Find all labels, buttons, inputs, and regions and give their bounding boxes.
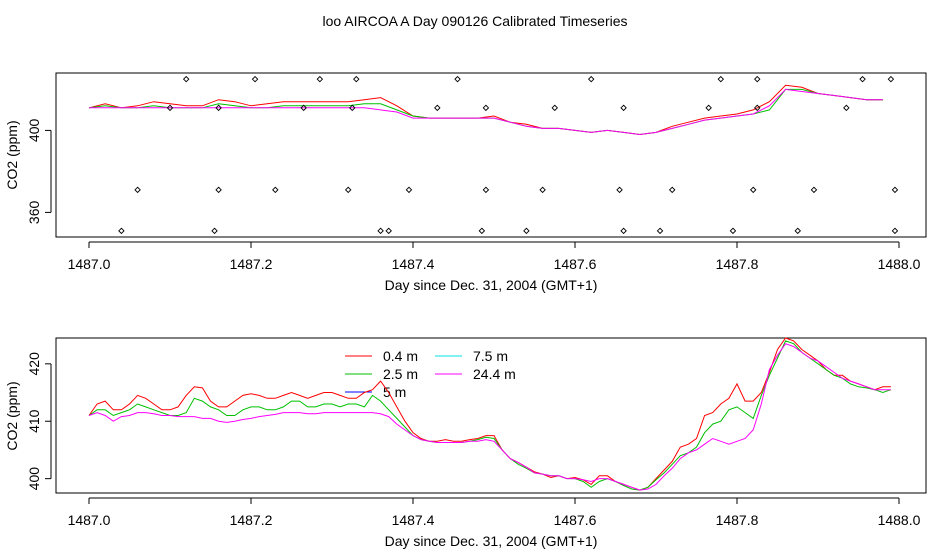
legend-label: 0.4 m: [383, 348, 418, 364]
bottom-panel: Day since Dec. 31, 2004 (GMT+1) CO2 (ppm…: [4, 337, 927, 549]
bottom-x-tick-label: 1487.2: [230, 512, 273, 528]
top-point-marker: [551, 104, 558, 112]
top-point-marker: [754, 104, 761, 112]
top-point-marker: [251, 75, 259, 83]
legend-label: 5 m: [383, 384, 406, 400]
top-point-marker: [454, 75, 461, 83]
top-point-marker: [523, 227, 530, 235]
top-point-marker: [794, 227, 801, 235]
figure-title: loo AIRCOA A Day 090126 Calibrated Times…: [322, 13, 627, 29]
top-series-line-0: [88, 84, 883, 136]
legend-label: 24.4 m: [473, 366, 516, 382]
top-x-tick-label: 1488.0: [878, 256, 921, 272]
top-point-marker: [859, 75, 866, 83]
top-point-marker: [620, 227, 627, 235]
top-point-marker: [182, 75, 190, 83]
top-point-marker: [887, 75, 895, 83]
top-x-axis-label: Day since Dec. 31, 2004 (GMT+1): [385, 277, 598, 293]
bottom-x-axis-label: Day since Dec. 31, 2004 (GMT+1): [385, 533, 598, 549]
bottom-x-tick-label: 1487.6: [554, 512, 597, 528]
top-point-marker: [749, 186, 757, 194]
top-point-marker: [377, 227, 384, 235]
bottom-y-tick-label: 400: [26, 467, 42, 491]
bottom-plot-frame: [55, 337, 927, 494]
top-plot-frame: [55, 72, 927, 238]
top-point-marker: [211, 227, 218, 235]
top-point-marker: [272, 186, 279, 194]
top-point-marker: [215, 186, 222, 194]
top-y-axis-label: CO2 (ppm): [4, 120, 20, 189]
top-point-marker: [434, 104, 441, 112]
bottom-x-tick-label: 1488.0: [878, 512, 921, 528]
bottom-x-tick-label: 1487.8: [716, 512, 759, 528]
bottom-series-line-0: [88, 337, 891, 491]
legend-label: 2.5 m: [383, 366, 418, 382]
top-point-marker: [316, 75, 324, 83]
top-panel: Day since Dec. 31, 2004 (GMT+1) CO2 (ppm…: [4, 72, 927, 293]
top-point-marker: [656, 227, 664, 235]
top-y-tick-label: 400: [26, 119, 42, 143]
top-point-marker: [668, 186, 676, 194]
top-point-marker: [118, 227, 125, 235]
bottom-series-line-4: [88, 343, 891, 491]
top-point-marker: [134, 186, 141, 194]
bottom-series-line-1: [88, 340, 892, 491]
legend-label: 7.5 m: [473, 348, 508, 364]
top-x-tick-label: 1487.6: [554, 256, 597, 272]
top-point-marker: [344, 186, 352, 194]
top-point-marker: [843, 104, 850, 112]
top-point-marker: [754, 75, 761, 83]
top-x-tick-label: 1487.2: [230, 256, 273, 272]
top-point-marker: [405, 186, 413, 194]
top-x-tick-label: 1487.0: [68, 256, 111, 272]
top-x-tick-label: 1487.4: [392, 256, 435, 272]
top-point-marker: [300, 104, 307, 112]
top-y-tick-label: 360: [26, 201, 42, 225]
bottom-x-tick-label: 1487.4: [392, 512, 435, 528]
top-point-marker: [385, 227, 392, 235]
bottom-x-tick-label: 1487.0: [68, 512, 111, 528]
top-point-marker: [717, 75, 725, 83]
top-point-marker: [539, 186, 546, 194]
top-point-marker: [353, 75, 360, 83]
top-point-marker: [891, 186, 899, 194]
top-point-marker: [891, 227, 899, 235]
top-series-line-1: [88, 88, 883, 136]
bottom-y-tick-label: 420: [26, 352, 42, 376]
legend: 0.4 m 2.5 m 5 m 7.5 m 24.4 m: [345, 348, 516, 400]
top-point-marker: [705, 104, 712, 112]
top-point-marker: [478, 227, 486, 235]
top-point-marker: [587, 75, 595, 83]
bottom-y-tick-label: 410: [26, 409, 42, 433]
top-point-marker: [810, 186, 818, 194]
top-point-marker: [482, 186, 490, 194]
top-point-marker: [729, 227, 737, 235]
bottom-y-axis-label: CO2 (ppm): [4, 381, 20, 450]
top-point-marker: [215, 104, 222, 112]
top-x-tick-label: 1487.8: [716, 256, 759, 272]
top-point-marker: [166, 104, 174, 112]
top-point-marker: [349, 104, 356, 112]
top-point-marker: [482, 104, 490, 112]
top-series-line-2: [89, 88, 883, 136]
top-point-marker: [620, 104, 627, 112]
top-point-marker: [616, 186, 623, 194]
